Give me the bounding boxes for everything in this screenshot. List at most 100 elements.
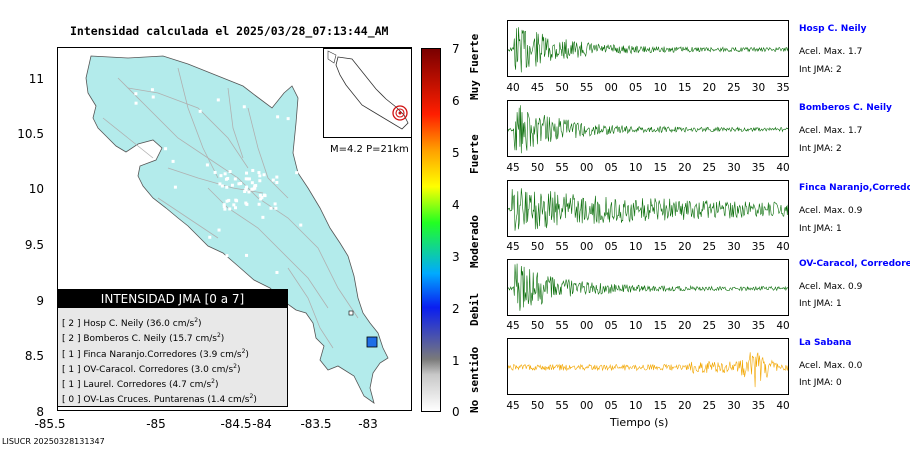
time-tick-label: 30 bbox=[727, 320, 741, 332]
station-jma: Int JMA: 2 bbox=[799, 144, 842, 154]
station-marker-small bbox=[348, 310, 354, 316]
legend-item: [ 2 ] Hosp C. Neily (36.0 cm/s2) bbox=[62, 313, 287, 329]
time-tick-label: 00 bbox=[604, 82, 618, 94]
station-dot bbox=[222, 205, 226, 209]
legend-item: [ 1 ] Laurel. Corredores (4.7 cm/s2) bbox=[62, 374, 287, 391]
time-tick-label: 00 bbox=[579, 241, 594, 253]
station-dot bbox=[274, 206, 278, 210]
time-tick-label: 45 bbox=[506, 320, 520, 332]
station-accel: Acel. Max. 1.7 bbox=[799, 126, 863, 136]
time-tick-label: 15 bbox=[653, 400, 667, 412]
station-dot bbox=[225, 199, 229, 203]
station-dot bbox=[251, 168, 255, 172]
waveform-time-ticks: 45 50 55 00 05 10 15 20 25 30 35 40 bbox=[506, 400, 790, 414]
costa-rica-map-svg bbox=[85, 55, 389, 404]
station-dot bbox=[275, 175, 279, 179]
time-tick-label: 50 bbox=[530, 241, 545, 253]
station-dot bbox=[237, 182, 241, 186]
time-tick-label: 45 bbox=[506, 162, 520, 174]
station-dot bbox=[223, 172, 227, 176]
inset-land bbox=[335, 56, 409, 130]
legend-item: [ 1 ] Finca Naranjo.Corredores (3.9 cm/s… bbox=[62, 344, 287, 360]
station-accel: Acel. Max. 0.0 bbox=[799, 361, 863, 371]
station-dot bbox=[250, 181, 254, 185]
time-tick-label: 45 bbox=[530, 82, 545, 94]
station-name: La Sabana bbox=[799, 338, 852, 348]
time-tick-label: 20 bbox=[678, 400, 692, 412]
station-dot bbox=[164, 147, 168, 151]
station-dot bbox=[228, 170, 232, 174]
time-tick-label: 25 bbox=[727, 82, 741, 94]
legend-text: OV-Caracol. Corredores (3.0 cm/s bbox=[83, 364, 234, 375]
time-tick-label: 55 bbox=[555, 162, 569, 174]
station-dot bbox=[123, 208, 127, 212]
legend-close: ) bbox=[245, 349, 249, 360]
station-dot bbox=[258, 179, 262, 183]
station-dot bbox=[234, 206, 238, 210]
colorbar-label-debil: Debil bbox=[468, 292, 481, 326]
station-jma: Int JMA: 0 bbox=[799, 378, 842, 388]
waveform-time-ticks: 45 50 55 00 05 10 15 20 25 30 35 40 bbox=[506, 320, 789, 334]
time-tick-label: 25 bbox=[702, 241, 717, 253]
epicenter-ring bbox=[392, 105, 408, 121]
station-dot bbox=[225, 254, 229, 258]
legend-close: ) bbox=[236, 364, 241, 375]
legend-exp: 2 bbox=[194, 317, 199, 324]
x-tick-label: -84.5 bbox=[220, 417, 252, 431]
station-dot bbox=[226, 176, 230, 180]
waveform-panel bbox=[507, 338, 789, 395]
legend-list: [ 2 ] Hosp C. Neily (36.0 cm/s2) [ 2 ] B… bbox=[58, 308, 287, 405]
station-dot bbox=[258, 174, 262, 178]
y-tick-label: 8 bbox=[36, 405, 44, 419]
station-dot bbox=[225, 269, 229, 273]
time-tick-label: 15 bbox=[653, 241, 667, 253]
legend-exp: 2 bbox=[233, 362, 237, 370]
time-tick-label: 40 bbox=[776, 400, 790, 412]
station-dot bbox=[243, 190, 247, 194]
time-tick-label: 25 bbox=[702, 320, 717, 332]
station-dot bbox=[134, 101, 138, 105]
y-tick-label: 11 bbox=[28, 72, 44, 86]
legend-exp: 2 bbox=[249, 393, 254, 401]
station-name: Finca Naranjo,Corredores bbox=[799, 183, 910, 193]
time-axis-label: Tiempo (s) bbox=[610, 416, 669, 429]
time-tick-label: 10 bbox=[629, 241, 643, 253]
time-tick-label: 55 bbox=[555, 241, 569, 253]
time-tick-label: 00 bbox=[579, 400, 594, 412]
legend-jma: [ 1 ] bbox=[62, 364, 81, 375]
legend-jma: [ 1 ] bbox=[62, 380, 81, 391]
waveform-time-ticks: 45 50 55 00 05 10 15 20 25 30 35 40 bbox=[506, 162, 789, 176]
y-tick-label: 9.5 bbox=[24, 238, 44, 252]
station-dot bbox=[257, 171, 261, 175]
legend-text: Bomberos C. Neily (15.7 cm/s bbox=[83, 334, 217, 345]
legend-close: ) bbox=[215, 380, 219, 391]
station-markers bbox=[119, 88, 303, 289]
waveform-panel bbox=[507, 180, 789, 237]
waveform-line bbox=[508, 188, 788, 231]
waveform-line bbox=[508, 263, 788, 311]
time-tick-label: 30 bbox=[727, 162, 741, 174]
station-dot bbox=[239, 182, 243, 186]
colorbar-label-moderado: Moderado bbox=[468, 215, 481, 268]
time-tick-label: 30 bbox=[727, 400, 741, 412]
y-tick-label: 10 bbox=[28, 182, 44, 196]
colorbar-tick: 0 bbox=[452, 405, 460, 419]
station-dot bbox=[244, 177, 248, 181]
time-tick-label: 55 bbox=[555, 400, 569, 412]
legend-jma: [ 1 ] bbox=[62, 349, 81, 360]
station-dot bbox=[233, 177, 237, 181]
legend-exp: 2 bbox=[216, 332, 221, 340]
time-tick-label: 50 bbox=[530, 320, 545, 332]
legend-close: ) bbox=[220, 334, 225, 345]
station-name: OV-Caracol, Corredores bbox=[799, 259, 910, 269]
station-dot bbox=[269, 206, 273, 210]
legend-jma: [ 2 ] bbox=[62, 319, 81, 329]
station-dot bbox=[244, 187, 248, 191]
location-inset-map bbox=[323, 48, 412, 138]
station-dot bbox=[230, 183, 234, 187]
epicenter-station-marker bbox=[366, 336, 378, 348]
legend-jma: [ 0 ] bbox=[62, 395, 81, 406]
time-tick-label: 35 bbox=[751, 320, 766, 332]
legend-item: [ 1 ] OV-Caracol. Corredores (3.0 cm/s2) bbox=[62, 359, 287, 375]
time-tick-label: 50 bbox=[530, 400, 545, 412]
